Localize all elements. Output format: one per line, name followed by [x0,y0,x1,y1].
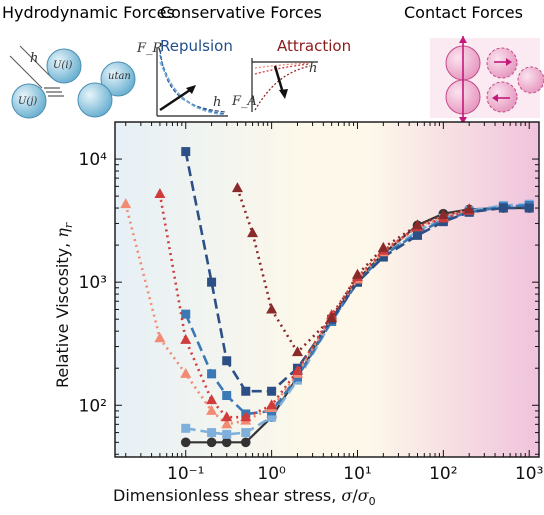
hydro-ui-label: U(i) [53,60,73,71]
plot-background [115,122,539,457]
data-point [241,438,251,448]
data-point [267,387,276,396]
data-point [207,428,216,437]
attraction-h-label: h [309,61,317,76]
data-point [222,430,231,439]
repulsion-h-label: h [213,95,221,110]
data-point [241,428,250,437]
y-tick-label: 10³ [79,273,107,293]
data-point [499,204,508,213]
x-tick-label: 10² [429,464,457,484]
data-point [181,424,190,433]
attraction-schematic: F_A h [231,58,318,112]
contact-schematic [430,36,544,124]
data-point [181,438,191,448]
hydrodynamic-schematic: h U(i) U(j) utan [10,46,135,118]
x-tick-label: 10³ [515,464,543,484]
data-point [241,387,250,396]
hydro-utan-label: utan [108,71,131,82]
attraction-fa-label: F_A [231,94,257,109]
data-point [222,391,231,400]
data-point [413,231,422,240]
data-point [181,310,190,319]
x-tick-label: 10¹ [343,464,371,484]
particle-neighbor [78,83,112,117]
hydro-h-label: h [30,51,38,66]
repulsion-fr-label: F_R [136,41,163,56]
x-tick-label: 10⁻¹ [167,464,204,484]
data-point [222,356,231,365]
data-point [525,204,534,213]
y-axis-label: Relative Viscosity, ηr [53,222,75,388]
x-tick-label: 10⁰ [257,464,286,484]
data-point [207,369,216,378]
y-tick-label: 10² [79,396,107,416]
y-tick-label: 10⁴ [79,150,108,170]
data-point [222,438,232,448]
data-point [207,438,217,448]
x-axis-label: Dimensionless shear stress, σ/σ0 [113,486,376,508]
data-point [181,147,190,156]
repulsion-schematic: F_R h [136,41,228,116]
data-point [207,278,216,287]
hydro-uj-label: U(j) [18,96,37,107]
